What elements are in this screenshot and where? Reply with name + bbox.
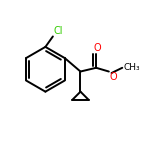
Text: O: O bbox=[93, 43, 101, 53]
Text: CH₃: CH₃ bbox=[123, 63, 140, 72]
Text: O: O bbox=[109, 72, 117, 82]
Text: Cl: Cl bbox=[54, 26, 63, 36]
